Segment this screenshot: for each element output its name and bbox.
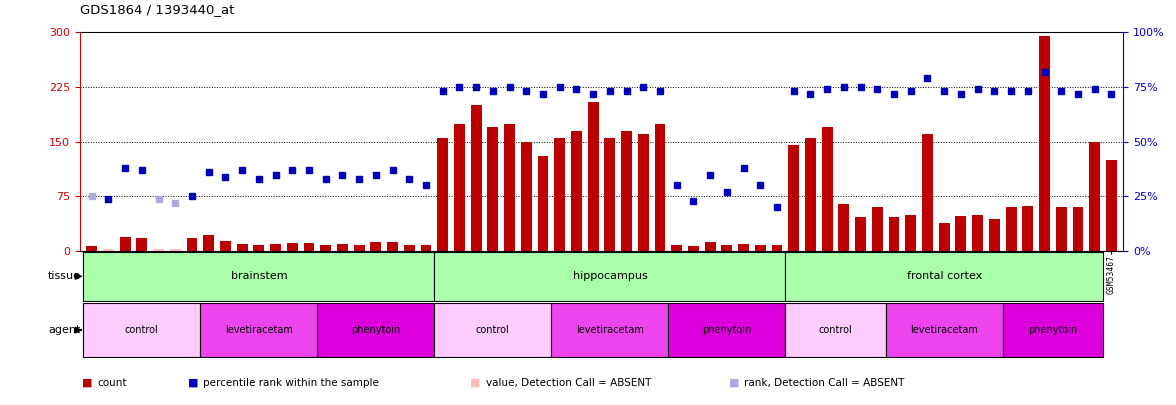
Bar xyxy=(788,145,800,251)
Bar xyxy=(537,156,548,251)
Bar xyxy=(739,244,749,251)
Bar xyxy=(253,245,265,251)
Text: ■: ■ xyxy=(82,378,93,388)
Bar xyxy=(588,102,599,251)
Bar xyxy=(554,138,566,251)
Text: count: count xyxy=(98,378,127,388)
Bar xyxy=(871,207,883,251)
Text: GDS1864 / 1393440_at: GDS1864 / 1393440_at xyxy=(80,3,234,16)
Bar xyxy=(838,204,849,251)
Bar xyxy=(454,124,465,251)
Bar xyxy=(103,249,114,251)
Text: ■: ■ xyxy=(188,378,199,388)
Bar xyxy=(370,242,381,251)
Text: brainstem: brainstem xyxy=(230,271,287,281)
Bar xyxy=(287,243,298,251)
Bar xyxy=(1022,206,1034,251)
Text: control: control xyxy=(476,325,509,335)
Bar xyxy=(236,244,248,251)
Bar xyxy=(671,245,682,251)
Bar xyxy=(354,245,365,251)
Bar xyxy=(320,245,332,251)
Text: ■: ■ xyxy=(729,378,740,388)
Bar xyxy=(721,245,733,251)
Bar xyxy=(604,138,615,251)
Text: agent: agent xyxy=(48,325,80,335)
Bar xyxy=(1073,207,1083,251)
Bar xyxy=(637,134,649,251)
Bar xyxy=(120,237,131,251)
Bar xyxy=(806,138,816,251)
Bar xyxy=(505,124,515,251)
Bar xyxy=(83,252,434,301)
Bar xyxy=(786,303,886,357)
Text: tissue: tissue xyxy=(47,271,80,281)
Bar xyxy=(169,249,181,251)
Bar xyxy=(303,243,314,251)
Bar xyxy=(203,235,214,251)
Bar xyxy=(220,241,230,251)
Text: control: control xyxy=(125,325,159,335)
Bar xyxy=(973,215,983,251)
Bar xyxy=(421,245,432,251)
Bar xyxy=(855,217,866,251)
Bar xyxy=(955,216,967,251)
Bar xyxy=(434,252,786,301)
Bar xyxy=(338,244,348,251)
Bar xyxy=(1040,36,1050,251)
Bar xyxy=(200,303,318,357)
Bar xyxy=(270,244,281,251)
Text: hippocampus: hippocampus xyxy=(573,271,647,281)
Bar xyxy=(521,142,532,251)
Text: levetiracetam: levetiracetam xyxy=(910,325,978,335)
Text: levetiracetam: levetiracetam xyxy=(576,325,643,335)
Bar xyxy=(938,224,950,251)
Bar xyxy=(470,105,482,251)
Bar xyxy=(187,238,198,251)
Text: phenytoin: phenytoin xyxy=(702,325,751,335)
Bar xyxy=(403,245,415,251)
Text: phenytoin: phenytoin xyxy=(1028,325,1077,335)
Bar xyxy=(886,303,1003,357)
Text: percentile rank within the sample: percentile rank within the sample xyxy=(203,378,380,388)
Bar xyxy=(668,303,786,357)
Bar xyxy=(704,242,716,251)
Bar xyxy=(437,138,448,251)
Bar xyxy=(153,249,163,251)
Bar xyxy=(136,238,147,251)
Text: rank, Detection Call = ABSENT: rank, Detection Call = ABSENT xyxy=(744,378,904,388)
Bar xyxy=(572,131,582,251)
Bar xyxy=(1005,207,1016,251)
Bar xyxy=(487,127,499,251)
Bar xyxy=(989,219,1000,251)
Bar xyxy=(822,127,833,251)
Bar xyxy=(771,245,782,251)
Bar xyxy=(552,303,668,357)
Bar xyxy=(621,131,632,251)
Text: control: control xyxy=(818,325,853,335)
Bar xyxy=(688,246,699,251)
Text: ■: ■ xyxy=(470,378,481,388)
Bar xyxy=(1089,142,1100,251)
Bar xyxy=(387,242,397,251)
Bar xyxy=(1056,207,1067,251)
Bar xyxy=(434,303,552,357)
Bar xyxy=(655,124,666,251)
Bar xyxy=(922,134,933,251)
Text: value, Detection Call = ABSENT: value, Detection Call = ABSENT xyxy=(486,378,652,388)
Bar xyxy=(86,246,98,251)
Bar xyxy=(786,252,1103,301)
Bar xyxy=(83,303,200,357)
Text: levetiracetam: levetiracetam xyxy=(225,325,293,335)
Text: frontal cortex: frontal cortex xyxy=(907,271,982,281)
Bar xyxy=(889,217,900,251)
Bar xyxy=(318,303,434,357)
Bar xyxy=(755,245,766,251)
Bar xyxy=(1003,303,1103,357)
Bar xyxy=(906,215,916,251)
Bar xyxy=(1105,160,1117,251)
Text: phenytoin: phenytoin xyxy=(352,325,401,335)
